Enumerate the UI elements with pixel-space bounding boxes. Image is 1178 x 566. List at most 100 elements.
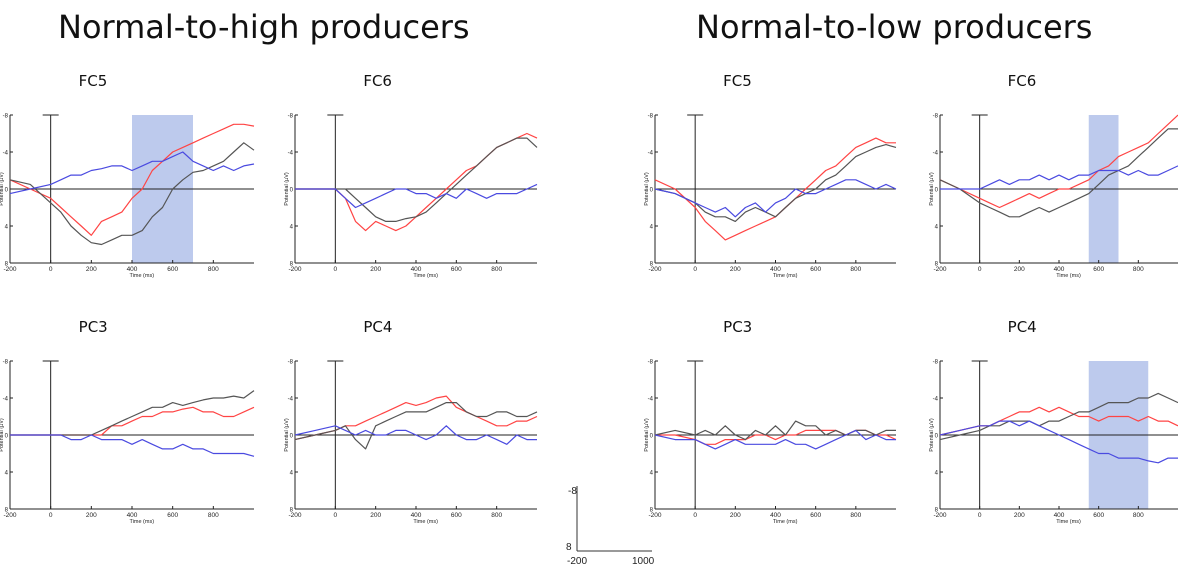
series-line-blue bbox=[940, 165, 1178, 190]
group-title-normal-to-low: Normal-to-low producers bbox=[696, 8, 1093, 46]
y-tick-label: 0 bbox=[935, 434, 939, 440]
y-tick-label: -4 bbox=[3, 397, 9, 403]
panel-title-fc6: FC6 bbox=[363, 72, 392, 90]
y-tick-label: 4 bbox=[650, 225, 654, 231]
x-tick-label: 400 bbox=[411, 266, 422, 273]
x-tick-label: 0 bbox=[978, 512, 982, 519]
y-tick-label: 4 bbox=[290, 225, 294, 231]
y-tick-label: -4 bbox=[3, 151, 9, 157]
series-line-black bbox=[939, 128, 1178, 218]
y-axis-label: Potential (µV) bbox=[284, 172, 290, 206]
x-tick-label: 400 bbox=[411, 512, 422, 519]
y-tick-label: 8 bbox=[650, 262, 654, 268]
series-line-blue bbox=[654, 429, 896, 450]
chart-panel-0: -8 -4 0 4 8-200 0 200 400 600 800 Time (ms) Potenti… bbox=[0, 114, 255, 279]
y-tick-label: -4 bbox=[933, 397, 939, 403]
chart-panel-2: -8 -4 0 4 8-200 0 200 400 600 800 Time (ms) Potenti… bbox=[0, 360, 255, 525]
panel-title-pc3: PC3 bbox=[78, 318, 108, 336]
series-line-blue bbox=[939, 420, 1178, 464]
x-tick-label: 800 bbox=[208, 266, 219, 273]
x-axis-label: Time (ms) bbox=[129, 273, 154, 279]
x-axis-label: Time (ms) bbox=[1056, 273, 1081, 279]
x-tick-label: -200 bbox=[3, 512, 16, 519]
y-tick-label: 4 bbox=[5, 471, 9, 477]
x-tick-label: 600 bbox=[1093, 512, 1104, 519]
series-line-black bbox=[654, 420, 896, 441]
x-tick-label: 0 bbox=[334, 266, 338, 273]
y-axis-label: Potential (µV) bbox=[929, 172, 935, 206]
x-tick-label: 600 bbox=[810, 512, 821, 519]
y-tick-label: -8 bbox=[648, 360, 654, 366]
x-tick-label: 200 bbox=[730, 512, 741, 519]
y-tick-label: -8 bbox=[648, 114, 654, 120]
y-axis-label: Potential (µV) bbox=[644, 172, 650, 206]
y-tick-label: 0 bbox=[5, 188, 9, 194]
y-tick-label: -4 bbox=[288, 151, 294, 157]
chart-panel-5: -8 -4 0 4 8-200 0 200 400 600 800 Time (ms) Potenti… bbox=[929, 114, 1178, 279]
y-tick-label: -8 bbox=[933, 114, 939, 120]
y-axis-label: Potential (µV) bbox=[929, 418, 935, 452]
x-tick-label: 800 bbox=[491, 512, 502, 519]
x-tick-label: 800 bbox=[850, 512, 861, 519]
y-tick-label: 0 bbox=[290, 188, 294, 194]
x-tick-label: 0 bbox=[334, 512, 338, 519]
y-tick-label: 4 bbox=[290, 471, 294, 477]
series-line-red bbox=[655, 429, 897, 445]
x-tick-label: 600 bbox=[810, 266, 821, 273]
x-axis-label: Time (ms) bbox=[413, 519, 438, 525]
series-line-blue bbox=[654, 179, 897, 218]
chart-panel-7: -8 -4 0 4 8-200 0 200 400 600 800 Time (ms) Potenti… bbox=[929, 360, 1178, 525]
x-tick-label: 800 bbox=[850, 266, 861, 273]
y-tick-label: -4 bbox=[648, 397, 654, 403]
x-tick-label: -200 bbox=[648, 512, 661, 519]
panel-title-fc5: FC5 bbox=[78, 72, 108, 90]
y-tick-label: 0 bbox=[290, 434, 294, 440]
y-axis-label: Potential (µV) bbox=[284, 418, 290, 452]
x-tick-label: 600 bbox=[167, 512, 178, 519]
x-tick-label: 200 bbox=[730, 266, 741, 273]
x-tick-label: 0 bbox=[49, 266, 53, 273]
y-tick-label: -8 bbox=[3, 114, 9, 120]
x-axis-label: Time (ms) bbox=[773, 519, 798, 525]
x-axis-label: Time (ms) bbox=[413, 273, 438, 279]
series-line-blue bbox=[9, 151, 255, 195]
panel-title-fc5: FC5 bbox=[723, 72, 752, 90]
series-line-blue bbox=[295, 183, 538, 209]
series-line-red bbox=[939, 114, 1178, 209]
x-tick-label: 200 bbox=[86, 512, 97, 519]
y-tick-label: 8 bbox=[290, 508, 294, 514]
y-tick-label: -8 bbox=[3, 360, 9, 366]
x-tick-label: 0 bbox=[693, 266, 697, 273]
x-tick-label: 200 bbox=[1014, 266, 1025, 273]
y-tick-label: -8 bbox=[288, 114, 294, 120]
x-tick-label: 600 bbox=[451, 266, 462, 273]
x-tick-label: 0 bbox=[978, 266, 982, 273]
x-tick-label: 400 bbox=[770, 512, 781, 519]
x-tick-label: 400 bbox=[770, 266, 781, 273]
x-axis-label: Time (ms) bbox=[129, 519, 154, 525]
series-line-black bbox=[9, 142, 255, 246]
x-tick-label: -200 bbox=[3, 266, 16, 273]
y-tick-label: 0 bbox=[5, 434, 9, 440]
series-line-black bbox=[939, 392, 1178, 441]
y-tick-label: -8 bbox=[933, 360, 939, 366]
x-tick-label: 400 bbox=[127, 266, 138, 273]
x-tick-label: 600 bbox=[1093, 266, 1104, 273]
y-tick-label: -4 bbox=[288, 397, 294, 403]
panel-title-pc4: PC4 bbox=[1007, 318, 1037, 336]
x-tick-label: 0 bbox=[49, 512, 53, 519]
x-tick-label: -200 bbox=[933, 266, 946, 273]
y-tick-label: 4 bbox=[935, 471, 939, 477]
series-line-blue bbox=[10, 434, 255, 457]
y-tick-label: 0 bbox=[650, 188, 654, 194]
y-tick-label: -4 bbox=[648, 151, 654, 157]
series-line-black bbox=[10, 390, 255, 436]
x-tick-label: 200 bbox=[370, 512, 381, 519]
x-tick-label: 800 bbox=[1133, 512, 1144, 519]
y-tick-label: 8 bbox=[650, 508, 654, 514]
chart-panel-4: -8 -4 0 4 8-200 0 200 400 600 800 Time (ms) Potenti… bbox=[644, 114, 897, 279]
y-tick-label: 8 bbox=[935, 262, 939, 268]
x-axis-label: Time (ms) bbox=[773, 273, 798, 279]
series-line-black bbox=[295, 137, 538, 222]
